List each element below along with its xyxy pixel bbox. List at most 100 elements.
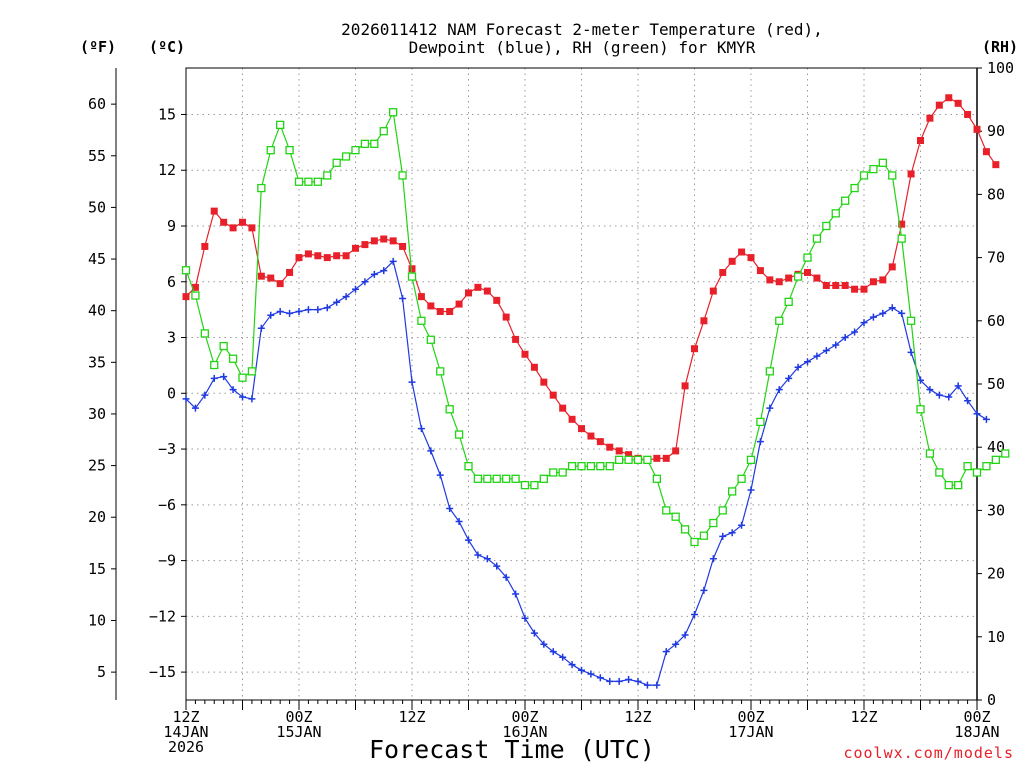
data-point bbox=[888, 263, 896, 271]
series-line bbox=[185, 110, 1006, 543]
data-point bbox=[718, 506, 727, 515]
data-point bbox=[540, 640, 548, 648]
data-point bbox=[191, 291, 200, 300]
data-point bbox=[228, 354, 238, 363]
data-point bbox=[530, 363, 538, 371]
celsius-tick-label: 0 bbox=[167, 384, 176, 402]
data-point bbox=[775, 316, 784, 325]
data-point bbox=[427, 447, 435, 455]
data-point bbox=[201, 391, 209, 399]
data-point bbox=[210, 374, 218, 382]
celsius-tick-label: −9 bbox=[158, 552, 176, 570]
data-point bbox=[898, 220, 906, 228]
rh-tick-label: 90 bbox=[987, 122, 1005, 140]
data-point bbox=[295, 308, 303, 316]
data-point bbox=[380, 235, 388, 243]
data-point bbox=[352, 244, 359, 252]
data-point bbox=[935, 391, 943, 399]
data-point bbox=[521, 350, 529, 358]
chart-title-line-2: Dewpoint (blue), RH (green) for KMYR bbox=[409, 38, 756, 57]
data-point bbox=[286, 309, 294, 317]
data-point bbox=[483, 474, 492, 483]
data-point bbox=[502, 474, 511, 483]
data-point bbox=[483, 287, 491, 295]
axes: −15−12−9−6−30369121512Z14JAN202600Z15JAN… bbox=[88, 59, 1014, 756]
data-point bbox=[267, 311, 275, 319]
data-point bbox=[323, 254, 331, 262]
data-point bbox=[775, 278, 783, 286]
data-point bbox=[662, 454, 670, 462]
fahrenheit-tick-label: 20 bbox=[88, 508, 106, 526]
data-point bbox=[691, 345, 698, 353]
data-point bbox=[182, 293, 190, 301]
data-point bbox=[398, 171, 407, 180]
data-point bbox=[945, 94, 953, 102]
data-point bbox=[332, 158, 341, 167]
data-point bbox=[248, 395, 256, 403]
data-point bbox=[860, 319, 868, 327]
data-point bbox=[794, 363, 802, 371]
data-point bbox=[370, 270, 378, 278]
data-point bbox=[285, 146, 294, 155]
data-point bbox=[399, 294, 407, 302]
celsius-tick-label: 12 bbox=[158, 161, 176, 179]
data-point bbox=[474, 283, 482, 291]
data-point bbox=[512, 590, 520, 598]
data-point bbox=[850, 183, 859, 193]
data-point bbox=[982, 462, 991, 471]
data-point bbox=[709, 518, 718, 528]
rh-tick-label: 20 bbox=[987, 565, 1005, 583]
data-point bbox=[785, 374, 793, 382]
data-point bbox=[276, 120, 285, 130]
data-point bbox=[455, 300, 463, 308]
data-point bbox=[210, 360, 219, 370]
x-tick-label: 15JAN bbox=[276, 723, 321, 741]
data-point bbox=[342, 252, 350, 260]
rh-unit-label: (RH) bbox=[982, 38, 1018, 56]
data-point bbox=[625, 451, 633, 459]
rh-tick-label: 0 bbox=[987, 691, 996, 709]
data-point bbox=[859, 171, 869, 180]
series-open-square bbox=[181, 108, 1010, 547]
celsius-tick-label: 3 bbox=[167, 329, 176, 347]
data-point bbox=[680, 525, 690, 534]
data-point bbox=[765, 367, 774, 376]
data-point bbox=[728, 487, 737, 496]
data-point bbox=[775, 386, 783, 394]
data-point bbox=[596, 462, 605, 471]
data-point bbox=[219, 341, 228, 351]
data-point bbox=[210, 207, 218, 215]
data-point bbox=[719, 268, 727, 276]
data-point bbox=[813, 352, 821, 360]
data-point bbox=[257, 324, 265, 332]
x-tick-label: 12Z bbox=[398, 708, 425, 726]
data-point bbox=[917, 376, 924, 384]
celsius-tick-label: 6 bbox=[167, 273, 176, 291]
rh-tick-label: 30 bbox=[987, 501, 1005, 519]
data-point bbox=[643, 455, 652, 464]
data-point bbox=[700, 317, 708, 325]
data-point bbox=[756, 417, 765, 427]
data-point bbox=[652, 474, 661, 483]
data-point bbox=[653, 454, 661, 462]
data-point bbox=[587, 432, 595, 440]
data-point bbox=[539, 474, 548, 483]
data-point bbox=[493, 296, 501, 304]
data-point bbox=[558, 468, 567, 477]
x-tick-label: 00Z bbox=[511, 708, 538, 726]
data-point bbox=[286, 268, 294, 276]
celsius-tick-label: −15 bbox=[149, 663, 176, 681]
data-point bbox=[304, 306, 312, 314]
data-point bbox=[380, 267, 388, 275]
data-point bbox=[672, 640, 680, 648]
data-point bbox=[446, 308, 454, 316]
data-point bbox=[841, 334, 849, 342]
data-point bbox=[493, 562, 501, 570]
gridlines bbox=[186, 68, 977, 700]
data-point bbox=[436, 471, 444, 479]
data-point bbox=[540, 378, 548, 386]
data-point bbox=[841, 196, 850, 205]
data-point bbox=[671, 512, 680, 521]
data-point bbox=[784, 297, 793, 306]
data-point bbox=[587, 670, 595, 678]
